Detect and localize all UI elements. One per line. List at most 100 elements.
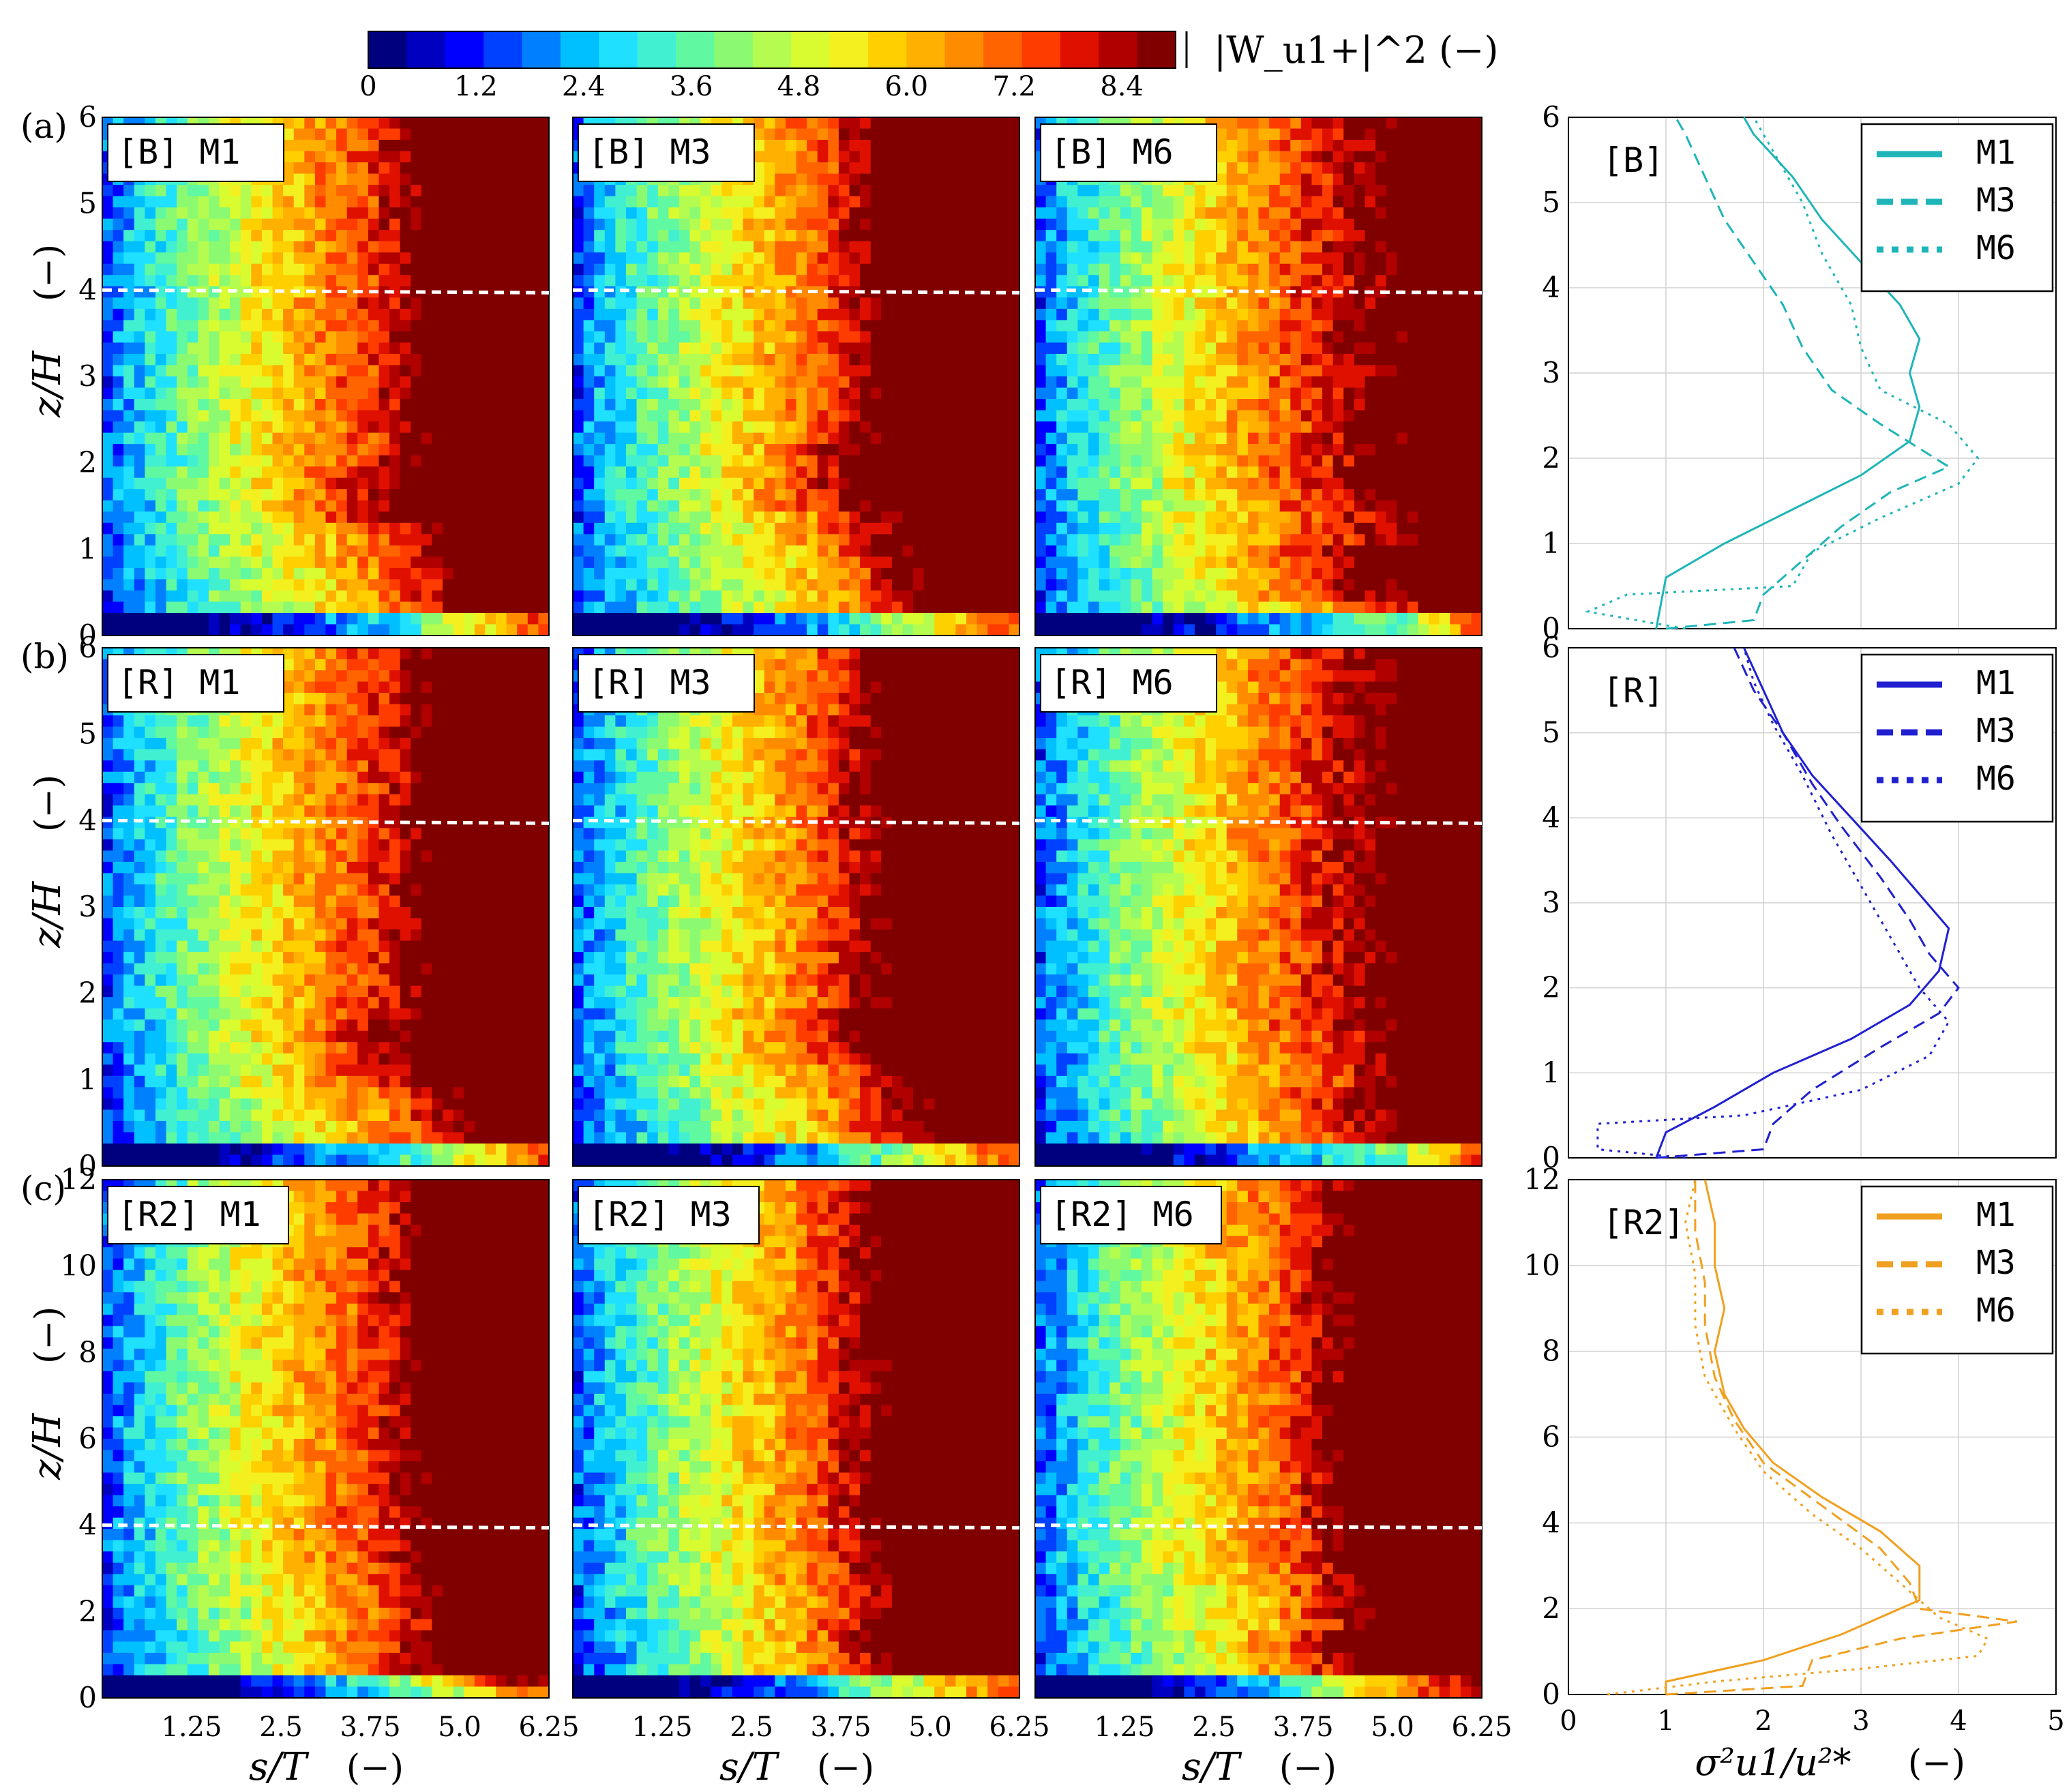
heatmap-cell xyxy=(294,275,305,286)
heatmap-cell xyxy=(357,230,368,241)
heatmap-cell xyxy=(209,478,220,490)
heatmap-cell xyxy=(453,523,464,535)
heatmap-cell xyxy=(166,523,177,535)
heatmap-cell xyxy=(871,151,882,163)
heatmap-cell xyxy=(326,117,337,129)
heatmap-cell xyxy=(336,219,347,230)
heatmap-cell xyxy=(273,399,284,410)
heatmap-cell xyxy=(326,591,337,602)
heatmap-cell xyxy=(453,264,464,275)
heatmap-cell xyxy=(517,556,528,568)
heatmap-cell xyxy=(145,613,155,625)
heatmap-cell xyxy=(102,230,113,241)
heatmap-cell xyxy=(220,219,230,230)
heatmap-cell xyxy=(538,151,549,163)
heatmap-cell xyxy=(368,185,379,196)
heatmap-cell xyxy=(326,601,337,613)
heatmap-cell xyxy=(357,275,368,286)
heatmap-cell xyxy=(241,556,252,568)
heatmap-cell xyxy=(177,534,188,546)
heatmap-cell xyxy=(411,241,421,253)
heatmap-cell xyxy=(378,162,389,174)
heatmap-cell xyxy=(315,342,326,354)
heatmap-cell xyxy=(453,568,464,580)
heatmap-cell xyxy=(326,523,337,535)
heatmap-cell xyxy=(517,309,528,320)
heatmap-cell xyxy=(475,241,486,253)
heatmap-cell xyxy=(347,489,358,501)
heatmap-cell xyxy=(411,196,421,208)
heatmap-cell xyxy=(998,151,1009,163)
heatmap-cell xyxy=(198,534,209,546)
heatmap-cell xyxy=(432,501,443,512)
heatmap-cell xyxy=(145,478,155,490)
heatmap-cell xyxy=(368,624,379,636)
heatmap-cell xyxy=(902,140,913,151)
heatmap-cell xyxy=(378,511,389,523)
heatmap-cell xyxy=(134,219,145,230)
heatmap-cell xyxy=(453,456,464,467)
heatmap-cell xyxy=(251,433,262,445)
heatmap-cell xyxy=(326,354,337,365)
heatmap-cell xyxy=(357,478,368,490)
heatmap-cell xyxy=(378,546,389,557)
heatmap-cell xyxy=(528,320,539,331)
heatmap-cell xyxy=(849,129,860,140)
heatmap-cell xyxy=(411,456,421,467)
heatmap-cell xyxy=(464,511,475,523)
heatmap-cell xyxy=(209,320,220,331)
heatmap-cell xyxy=(283,219,294,230)
heatmap-cell xyxy=(177,433,188,445)
heatmap-cell xyxy=(304,185,315,196)
heatmap-cell xyxy=(453,342,464,354)
heatmap-cell xyxy=(294,365,305,376)
heatmap-cell xyxy=(818,140,829,151)
heatmap-cell xyxy=(389,219,400,230)
heatmap-cell xyxy=(357,444,368,456)
heatmap-cell xyxy=(198,410,209,422)
heatmap-cell xyxy=(326,219,337,230)
heatmap-cell xyxy=(400,207,411,219)
heatmap-cell xyxy=(262,309,273,320)
heatmap-cell xyxy=(102,399,113,410)
colorbar-cell xyxy=(868,31,907,68)
heatmap-cell xyxy=(432,591,443,602)
heatmap-cell xyxy=(347,376,358,388)
heatmap-cell xyxy=(262,523,273,535)
heatmap-cell xyxy=(113,185,124,196)
heatmap-cell xyxy=(475,185,486,196)
heatmap-cell xyxy=(273,275,284,286)
heatmap-cell xyxy=(411,579,421,591)
heatmap-cell xyxy=(496,207,507,219)
heatmap-cell xyxy=(378,591,389,602)
colorbar-tick-label: 8.4 xyxy=(1100,71,1144,102)
heatmap-cell xyxy=(754,129,764,140)
heatmap-cell xyxy=(357,174,368,185)
heatmap-cell xyxy=(294,207,305,219)
heatmap-cell xyxy=(357,342,368,354)
heatmap-cell xyxy=(304,354,315,365)
heatmap-cell xyxy=(134,511,145,523)
heatmap-cell xyxy=(294,489,305,501)
heatmap-cell xyxy=(113,624,124,636)
heatmap-cell xyxy=(294,523,305,535)
heatmap-cell xyxy=(368,174,379,185)
heatmap-cell xyxy=(496,421,507,433)
heatmap-cell xyxy=(198,421,209,433)
heatmap-cell xyxy=(443,601,453,613)
heatmap-cell xyxy=(102,196,113,208)
heatmap-cell xyxy=(326,501,337,512)
heatmap-cell xyxy=(209,456,220,467)
heatmap-cell xyxy=(347,320,358,331)
heatmap-cell xyxy=(453,354,464,365)
heatmap-cell xyxy=(945,151,956,163)
heatmap-cell xyxy=(262,354,273,365)
heatmap-cell xyxy=(294,342,305,354)
heatmap-cell xyxy=(464,219,475,230)
heatmap-cell xyxy=(188,241,198,253)
heatmap-cell xyxy=(123,613,134,625)
heatmap-cell xyxy=(145,546,155,557)
heatmap-cell xyxy=(251,410,262,422)
heatmap-cell xyxy=(166,241,177,253)
heatmap-cell xyxy=(294,433,305,445)
